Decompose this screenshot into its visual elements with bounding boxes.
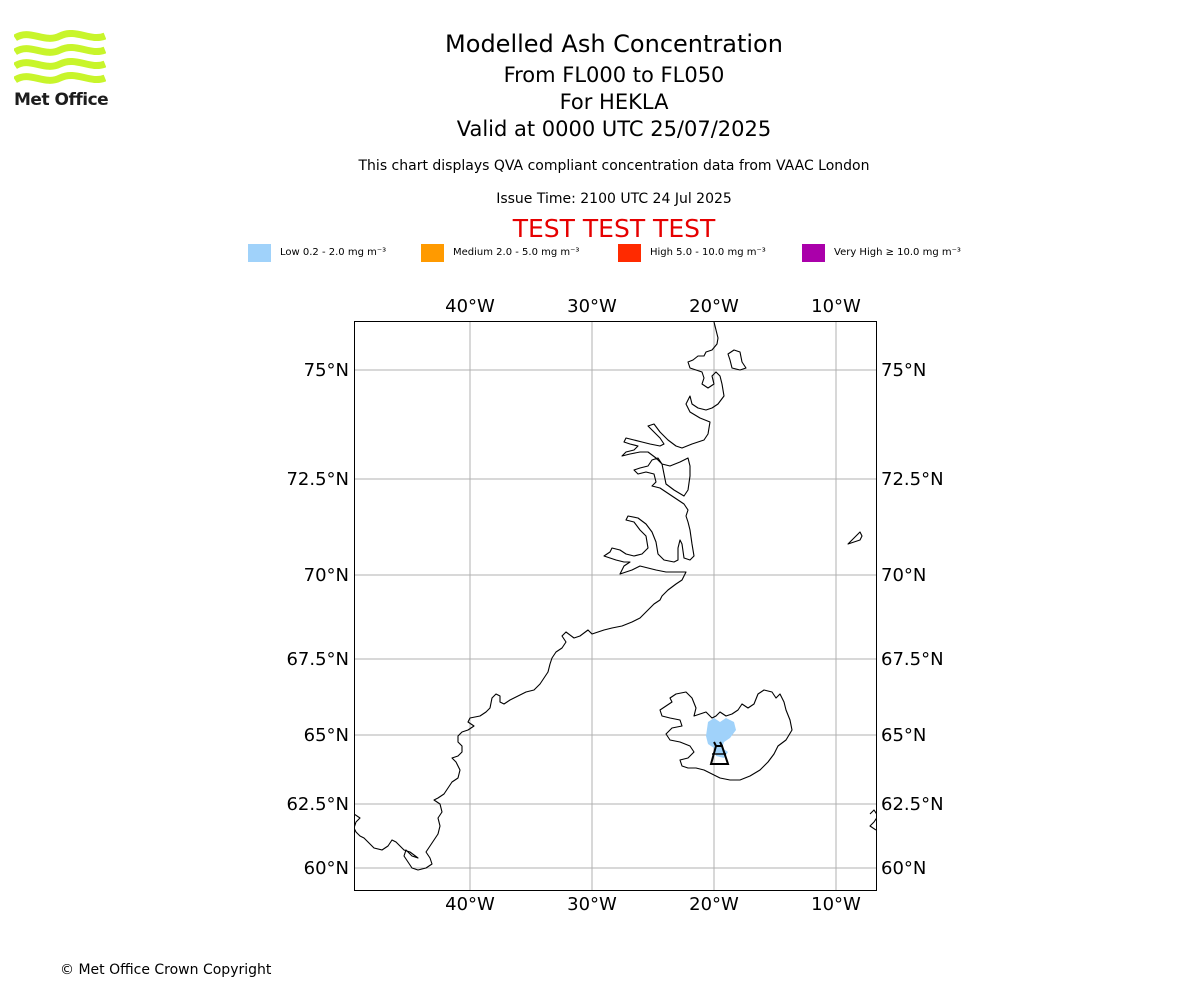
right-lat-label: 62.5°N bbox=[881, 794, 944, 815]
faroe-coastline bbox=[869, 809, 876, 831]
map-frame bbox=[354, 321, 877, 891]
map-gridlines bbox=[354, 321, 876, 890]
legend-label-low: Low 0.2 - 2.0 mg m⁻³ bbox=[280, 247, 387, 258]
left-lat-label: 65°N bbox=[304, 725, 349, 746]
top-lon-label: 30°W bbox=[567, 296, 617, 317]
flight-level-range: From FL000 to FL050 bbox=[503, 63, 725, 87]
legend-swatch-medium bbox=[421, 244, 444, 262]
iceland-coastline bbox=[659, 689, 793, 781]
right-lat-label: 60°N bbox=[881, 858, 926, 879]
top-lon-label: 20°W bbox=[689, 296, 739, 317]
greenland-island bbox=[727, 349, 747, 371]
right-lat-label: 75°N bbox=[881, 360, 926, 381]
bottom-lon-label: 10°W bbox=[811, 894, 861, 915]
left-lat-label: 60°N bbox=[304, 858, 349, 879]
legend-label-very-high: Very High ≥ 10.0 mg m⁻³ bbox=[834, 247, 961, 258]
met-office-wave-icon bbox=[13, 29, 107, 84]
legend-label-medium: Medium 2.0 - 5.0 mg m⁻³ bbox=[453, 247, 580, 258]
valid-time: Valid at 0000 UTC 25/07/2025 bbox=[456, 117, 772, 141]
legend-swatch-low bbox=[248, 244, 271, 262]
logo-wordmark: Met Office bbox=[14, 90, 109, 110]
jan-mayen-coastline bbox=[847, 531, 863, 545]
left-lat-label: 72.5°N bbox=[286, 469, 349, 490]
bottom-lon-label: 30°W bbox=[567, 894, 617, 915]
left-lat-label: 67.5°N bbox=[286, 649, 349, 670]
top-lon-label: 40°W bbox=[445, 296, 495, 317]
right-lat-label: 72.5°N bbox=[881, 469, 944, 490]
legend-swatch-high bbox=[618, 244, 641, 262]
left-lat-label: 62.5°N bbox=[286, 794, 349, 815]
test-banner: TEST TEST TEST bbox=[512, 214, 716, 243]
left-lat-label: 75°N bbox=[304, 360, 349, 381]
greenland-coastline bbox=[354, 321, 725, 871]
top-lon-label: 10°W bbox=[811, 296, 861, 317]
issue-time: Issue Time: 2100 UTC 24 Jul 2025 bbox=[496, 191, 732, 207]
legend-label-high: High 5.0 - 10.0 mg m⁻³ bbox=[650, 247, 766, 258]
chart-title: Modelled Ash Concentration bbox=[445, 30, 783, 58]
volcano-icon bbox=[709, 741, 730, 765]
right-lat-label: 70°N bbox=[881, 565, 926, 586]
bottom-lon-label: 20°W bbox=[689, 894, 739, 915]
map-tick-labels: 40°W 30°W 20°W 10°W 40°W 30°W 20°W 10°W … bbox=[286, 296, 943, 915]
ash-area-low bbox=[706, 718, 736, 758]
copyright-notice: © Met Office Crown Copyright bbox=[60, 962, 272, 978]
volcano-name: For HEKLA bbox=[559, 90, 669, 114]
met-office-logo: Met Office bbox=[13, 29, 109, 112]
bottom-lon-label: 40°W bbox=[445, 894, 495, 915]
right-lat-label: 65°N bbox=[881, 725, 926, 746]
chart-description: This chart displays QVA compliant concen… bbox=[358, 158, 870, 174]
legend: Low 0.2 - 2.0 mg m⁻³ Medium 2.0 - 5.0 mg… bbox=[248, 244, 988, 264]
left-lat-label: 70°N bbox=[304, 565, 349, 586]
legend-swatch-very-high bbox=[802, 244, 825, 262]
right-lat-label: 67.5°N bbox=[881, 649, 944, 670]
